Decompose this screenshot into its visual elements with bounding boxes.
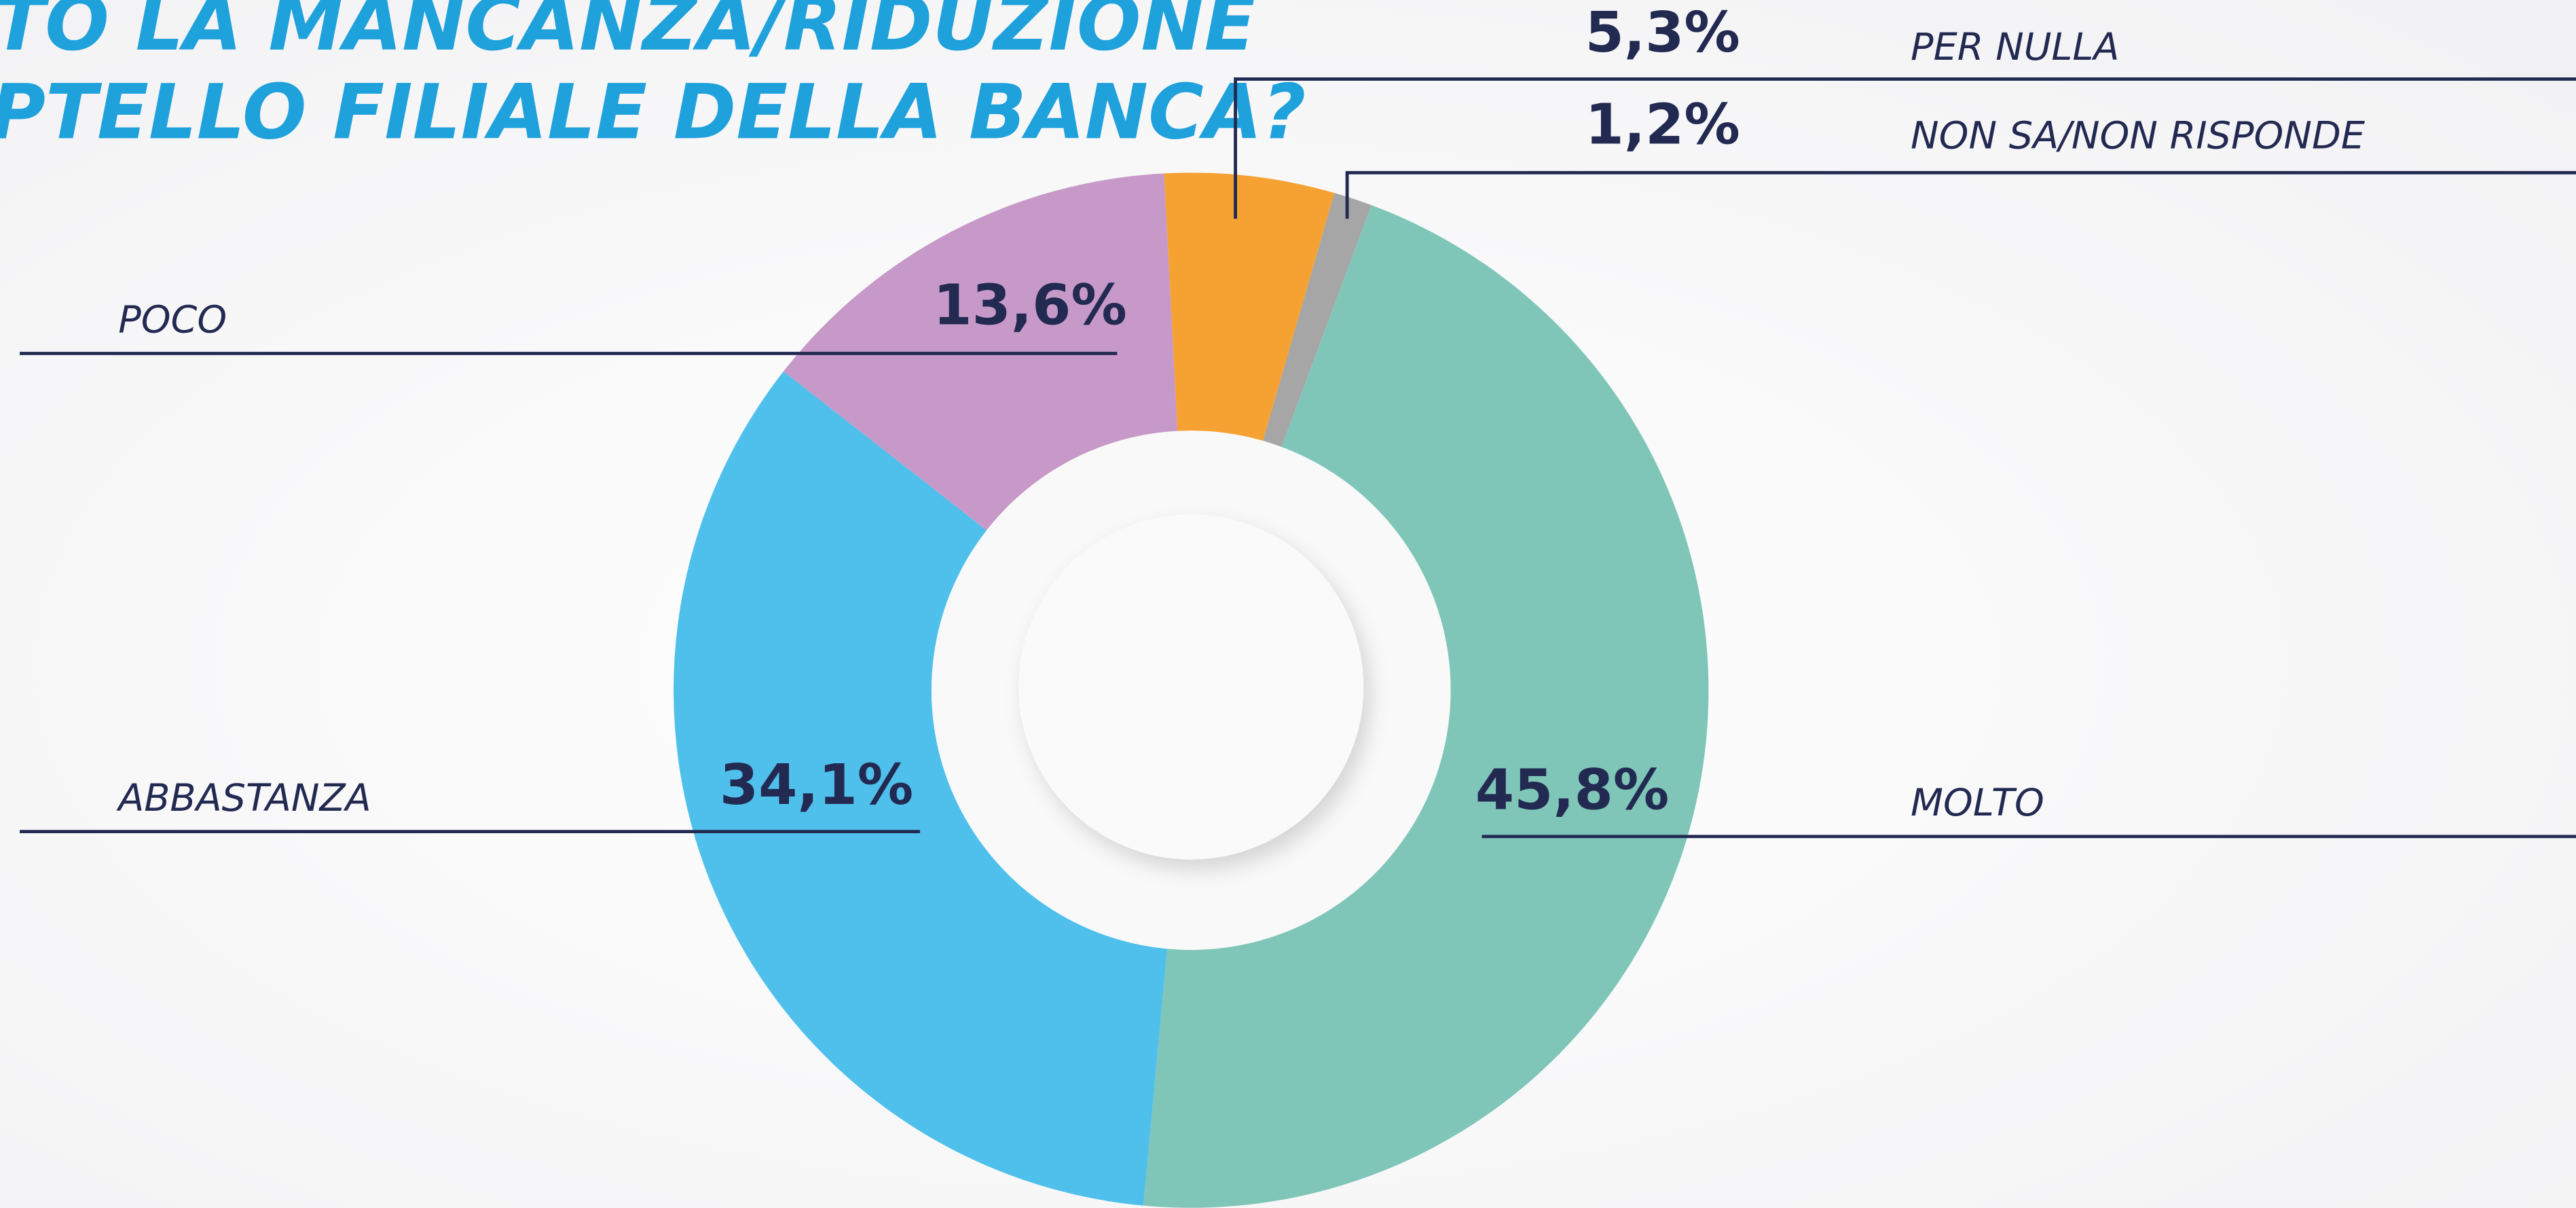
chart-title: TO LA MANCANZA/RIDUZIONE: [0, 0, 1256, 68]
leader-line: [1234, 77, 2576, 219]
category-label: MOLTO: [1911, 781, 2044, 825]
category-label: ABBASTANZA: [116, 776, 371, 820]
category-label: PER NULLA: [1911, 25, 2119, 69]
slice: [1263, 193, 1372, 447]
chart-title: PTELLO FILIALE DELLA BANCA?: [0, 69, 1306, 157]
category-label: POCO: [118, 298, 227, 342]
leader-line: [1345, 170, 2576, 219]
slices: [674, 172, 1709, 1208]
value-label: 13,6%: [933, 274, 1126, 338]
category-label: NON SA/NON RISPONDE: [1911, 114, 2366, 158]
value-label: 1,2%: [1585, 92, 1740, 157]
value-label: 5,3%: [1585, 1, 1740, 65]
slice: [674, 371, 1168, 1206]
donut-center: [1018, 514, 1364, 860]
value-label: 45,8%: [1475, 758, 1669, 822]
slice: [1143, 205, 1709, 1208]
value-label: 34,1%: [720, 753, 913, 818]
slice: [1164, 172, 1335, 441]
